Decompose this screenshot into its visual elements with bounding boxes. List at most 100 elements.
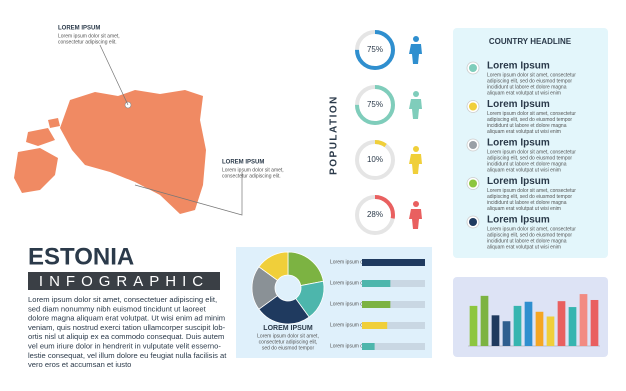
item-text: incididunt ut labore et dolore magna — [487, 238, 567, 244]
callout-title: LOREM IPSUM — [222, 160, 264, 166]
item-dot-fill — [469, 64, 477, 72]
bar — [502, 321, 511, 346]
callout-line — [134, 172, 243, 216]
item-text: adipiscing elit, sed do eiusmod tempor — [487, 117, 572, 123]
item-text: aliquam erat volutpat ut wisi enim — [487, 206, 561, 212]
item-text: aliquam erat volutpat ut wisi enim — [487, 167, 561, 173]
body-text: sed diam nonummy nibh euismod tincidunt … — [28, 304, 207, 313]
population-label: POPULATION — [329, 95, 340, 175]
item-text: adipiscing elit, sed do eiusmod tempor — [487, 232, 572, 238]
donut-label: 75% — [367, 45, 383, 54]
bar — [491, 315, 500, 346]
item-title: Lorem Ipsum — [487, 138, 550, 149]
bar-text: Lorem ipsum dolor sit amet — [330, 301, 391, 307]
progress-fill — [362, 343, 375, 350]
title: ESTONIA — [28, 243, 134, 270]
donut-arc — [355, 195, 395, 235]
item-dot-fill — [469, 141, 477, 149]
donut-arc — [355, 30, 395, 70]
donut-label: 10% — [367, 155, 383, 164]
item-title: Lorem Ipsum — [487, 61, 550, 72]
callout-text: Lorem ipsum dolor sit amet, — [58, 33, 120, 39]
bar — [557, 301, 566, 346]
callout-line — [99, 44, 129, 106]
item-text: incididunt ut labore et dolore magna — [487, 161, 567, 167]
item-text: aliquam erat volutpat ut wisi enim — [487, 244, 561, 250]
map-estonia — [14, 90, 206, 214]
person-body — [409, 154, 422, 174]
item-text: Lorem ipsum dolor sit amet, consectetur — [487, 149, 576, 155]
person-body — [409, 99, 422, 119]
bar-text: Lorem ipsum dolor sit amet — [330, 322, 391, 328]
body-text: dolore magna aliquam erat volutpat. Ut w… — [28, 314, 225, 323]
progress-track — [362, 301, 425, 308]
bar — [469, 305, 478, 346]
subtitle-box — [28, 272, 220, 290]
progress-track — [362, 343, 425, 350]
item-dot-fill — [469, 102, 477, 111]
item-text: incididunt ut labore et dolore magna — [487, 84, 567, 90]
pie-slice — [258, 251, 289, 281]
item-text: Lorem ipsum dolor sit amet, consectetur — [487, 111, 576, 117]
donut-arc — [355, 85, 395, 125]
pie-caption: Lorem ipsum dolor sit amet, — [257, 333, 319, 339]
progress-fill — [362, 301, 391, 308]
progress-track — [362, 322, 425, 329]
item-text: Lorem ipsum dolor sit amet, consectetur — [487, 72, 576, 78]
item-text: incididunt ut labore et dolore magna — [487, 123, 567, 129]
bar-text: Lorem ipsum dolor sit amet — [330, 259, 391, 265]
person-body — [409, 44, 422, 64]
bar — [535, 311, 544, 346]
body-text: veniam, quis nostrud exerci tation ullam… — [28, 323, 226, 332]
person-head — [413, 36, 419, 42]
pie-caption: consectetur adipiscing elit, — [259, 339, 318, 345]
progress-track — [362, 280, 425, 287]
callout-text: Lorem ipsum dolor sit amet, — [222, 167, 284, 173]
pie-slice — [258, 295, 310, 325]
item-dot-fill — [469, 179, 477, 188]
item-text: aliquam erat volutpat ut wisi enim — [487, 90, 561, 96]
person-head — [413, 201, 419, 207]
pie-caption: sed do eiusmod tempor — [262, 345, 315, 351]
callout-text: consectetur adipiscing elit. — [58, 39, 117, 45]
item-title: Lorem Ipsum — [487, 176, 550, 187]
item-text: adipiscing elit, sed do eiusmod tempor — [487, 78, 572, 84]
item-dot-fill — [469, 218, 477, 226]
bar — [568, 307, 577, 346]
bar — [480, 295, 489, 346]
body-text: lestie consequat, vel illum dolore eu fe… — [28, 351, 227, 360]
item-text: Lorem ipsum dolor sit amet, consectetur — [487, 188, 576, 194]
country-title: COUNTRY HEADLINE — [489, 37, 572, 46]
body-text: ortis nisl ut aliquip ex ea commodo cons… — [28, 332, 224, 341]
item-text: Lorem ipsum dolor sit amet, consectetur — [487, 226, 576, 232]
bar — [590, 299, 599, 346]
body-text: vero eros et accumsan et iusto — [28, 360, 131, 369]
item-title: Lorem Ipsum — [487, 215, 550, 226]
body-text: Lorem ipsum dolor sit amet, consectetuer… — [28, 295, 217, 304]
body-text: vel eum iriure dolor in hendrerit in vul… — [28, 342, 221, 351]
bar — [524, 301, 533, 346]
pie-caption-title: LOREM IPSUM — [263, 325, 313, 332]
person-body — [409, 209, 422, 229]
person-head — [413, 146, 419, 152]
progress-fill — [362, 280, 391, 287]
subtitle: INFOGRAPHIC — [39, 273, 209, 290]
bar-text: Lorem ipsum dolor sit amet — [330, 343, 391, 349]
donut-label: 28% — [367, 210, 383, 219]
bar — [546, 316, 555, 346]
bar — [513, 305, 522, 346]
donut-arc — [355, 140, 395, 180]
item-text: adipiscing elit, sed do eiusmod tempor — [487, 194, 572, 200]
donut-label: 75% — [367, 100, 383, 109]
item-text: adipiscing elit, sed do eiusmod tempor — [487, 155, 572, 161]
country-panel — [453, 28, 608, 258]
item-text: aliquam erat volutpat ut wisi enim — [487, 129, 561, 135]
callout-title: LOREM IPSUM — [58, 26, 100, 32]
bar — [579, 294, 588, 346]
callout-text: consectetur adipiscing elit. — [222, 173, 281, 179]
item-title: Lorem Ipsum — [487, 99, 550, 110]
progress-fill — [362, 259, 425, 266]
item-text: incididunt ut labore et dolore magna — [487, 200, 567, 206]
person-head — [413, 91, 419, 97]
